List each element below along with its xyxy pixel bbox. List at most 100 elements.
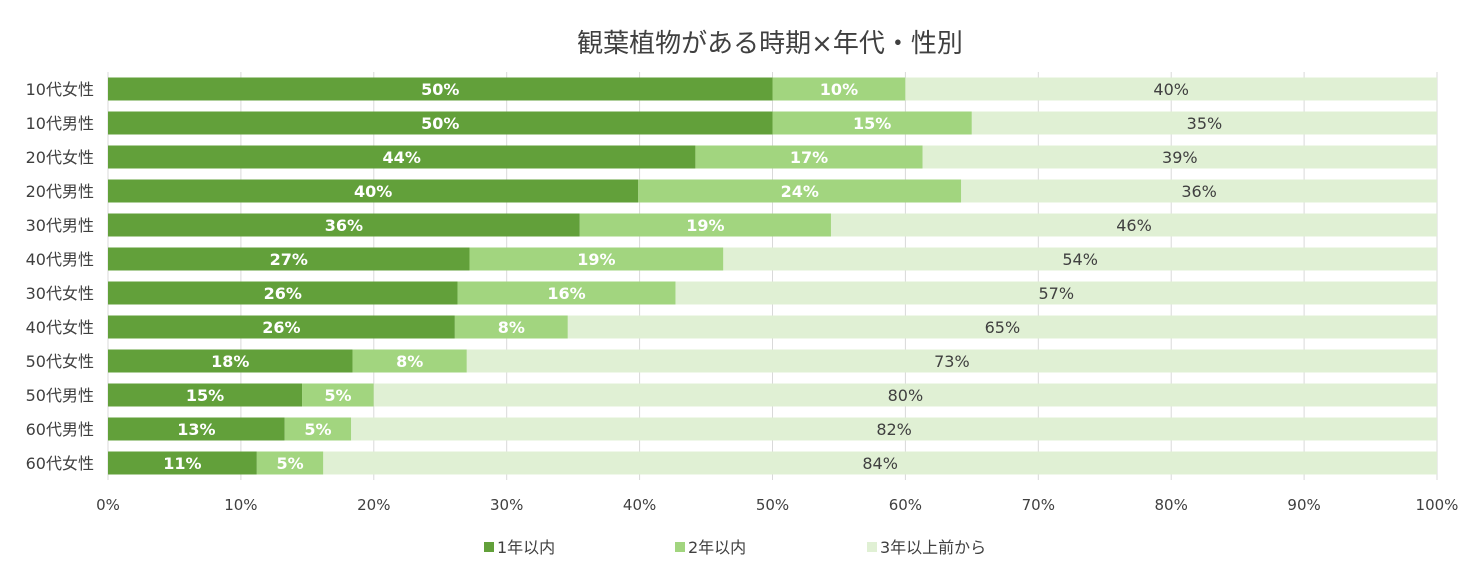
data-label: 57% — [1038, 284, 1074, 303]
data-label: 5% — [304, 420, 331, 439]
gridlines — [107, 72, 1438, 480]
data-label: 17% — [790, 148, 828, 167]
data-label: 26% — [262, 318, 300, 337]
chart-title: 観葉植物がある時期×年代・性別 — [577, 29, 963, 59]
x-tick-label: 70% — [1022, 496, 1055, 514]
category-label: 40代女性 — [26, 318, 94, 337]
data-label: 19% — [577, 250, 615, 269]
bar-segment — [108, 383, 303, 407]
bar-segment — [772, 77, 906, 101]
bar-segment — [469, 247, 724, 271]
data-label: 44% — [383, 148, 421, 167]
data-label: 80% — [888, 386, 924, 405]
bar-segment — [971, 111, 1437, 135]
bar-segment — [108, 77, 773, 101]
bar-segment — [466, 349, 1438, 373]
data-label: 8% — [498, 318, 525, 337]
category-label: 40代男性 — [26, 250, 94, 269]
legend-swatch — [675, 542, 685, 552]
bar-segment — [373, 383, 1437, 407]
x-tick-label: 20% — [357, 496, 390, 514]
data-label: 40% — [1153, 80, 1189, 99]
legend-swatch — [484, 542, 494, 552]
bar-segment — [579, 213, 831, 237]
bar-segment — [922, 145, 1437, 169]
x-tick-label: 100% — [1416, 496, 1459, 514]
data-label: 40% — [354, 182, 392, 201]
category-label: 30代女性 — [26, 284, 94, 303]
bar-segment — [108, 417, 285, 441]
data-label: 27% — [270, 250, 308, 269]
x-axis-tick-labels: 0% 10% 20% 30% 40% 50% 60% 70% 80% 90% 100% — [96, 496, 1458, 514]
legend-swatch — [867, 542, 877, 552]
data-label: 50% — [421, 114, 459, 133]
data-label: 50% — [421, 80, 459, 99]
category-label: 10代女性 — [26, 80, 94, 99]
bar-segment — [695, 145, 923, 169]
data-label: 82% — [876, 420, 912, 439]
data-label: 39% — [1162, 148, 1198, 167]
bar-segment — [905, 77, 1437, 101]
category-label: 20代女性 — [26, 148, 94, 167]
bar-segment — [108, 145, 696, 169]
data-label: 73% — [934, 352, 970, 371]
bar-segment — [723, 247, 1437, 271]
bar-segment — [108, 179, 639, 203]
bar-segment — [108, 213, 580, 237]
bar-segment — [108, 349, 353, 373]
bar-segment — [772, 111, 972, 135]
category-label: 30代男性 — [26, 216, 94, 235]
x-tick-label: 30% — [490, 496, 523, 514]
data-label: 36% — [1181, 182, 1217, 201]
bar-segment — [108, 111, 773, 135]
data-label: 26% — [264, 284, 302, 303]
category-label: 50代女性 — [26, 352, 94, 371]
data-label: 46% — [1116, 216, 1152, 235]
legend-label: 2年以内 — [688, 538, 746, 557]
legend-label: 1年以内 — [497, 538, 555, 557]
x-tick-label: 10% — [224, 496, 257, 514]
category-label: 60代女性 — [26, 454, 94, 473]
bars: 50% 10% 40% 50% 15% 35% 44% 17% 39% 40% 24% 36% 36% 1… — [108, 77, 1438, 475]
data-label: 11% — [163, 454, 201, 473]
data-label: 5% — [276, 454, 303, 473]
bar-segment — [284, 417, 352, 441]
category-label: 10代男性 — [26, 114, 94, 133]
bar-segment — [108, 451, 257, 475]
bar-segment — [961, 179, 1437, 203]
legend: 1年以内 2年以内 3年以上前から — [484, 538, 986, 557]
bar-segment — [108, 315, 455, 339]
data-label: 5% — [324, 386, 351, 405]
bar-segment — [351, 417, 1437, 441]
category-label: 50代男性 — [26, 386, 94, 405]
bar-segment — [108, 247, 470, 271]
x-tick-label: 90% — [1287, 496, 1320, 514]
x-tick-label: 40% — [623, 496, 656, 514]
bar-segment — [567, 315, 1437, 339]
data-label: 24% — [781, 182, 819, 201]
data-label: 84% — [862, 454, 898, 473]
data-label: 15% — [853, 114, 891, 133]
category-label: 20代男性 — [26, 182, 94, 201]
bar-segment — [830, 213, 1437, 237]
data-label: 13% — [177, 420, 215, 439]
data-label: 15% — [186, 386, 224, 405]
bar-segment — [256, 451, 324, 475]
x-tick-label: 0% — [96, 496, 120, 514]
bar-segment — [352, 349, 467, 373]
bar-segment — [638, 179, 962, 203]
x-tick-label: 50% — [756, 496, 789, 514]
category-label: 60代男性 — [26, 420, 94, 439]
data-label: 19% — [686, 216, 724, 235]
bar-segment — [675, 281, 1437, 305]
data-label: 16% — [547, 284, 585, 303]
data-label: 65% — [985, 318, 1021, 337]
data-label: 35% — [1187, 114, 1223, 133]
data-label: 36% — [325, 216, 363, 235]
x-tick-label: 60% — [889, 496, 922, 514]
bar-segment — [108, 281, 458, 305]
data-label: 54% — [1062, 250, 1098, 269]
legend-label: 3年以上前から — [880, 538, 986, 557]
